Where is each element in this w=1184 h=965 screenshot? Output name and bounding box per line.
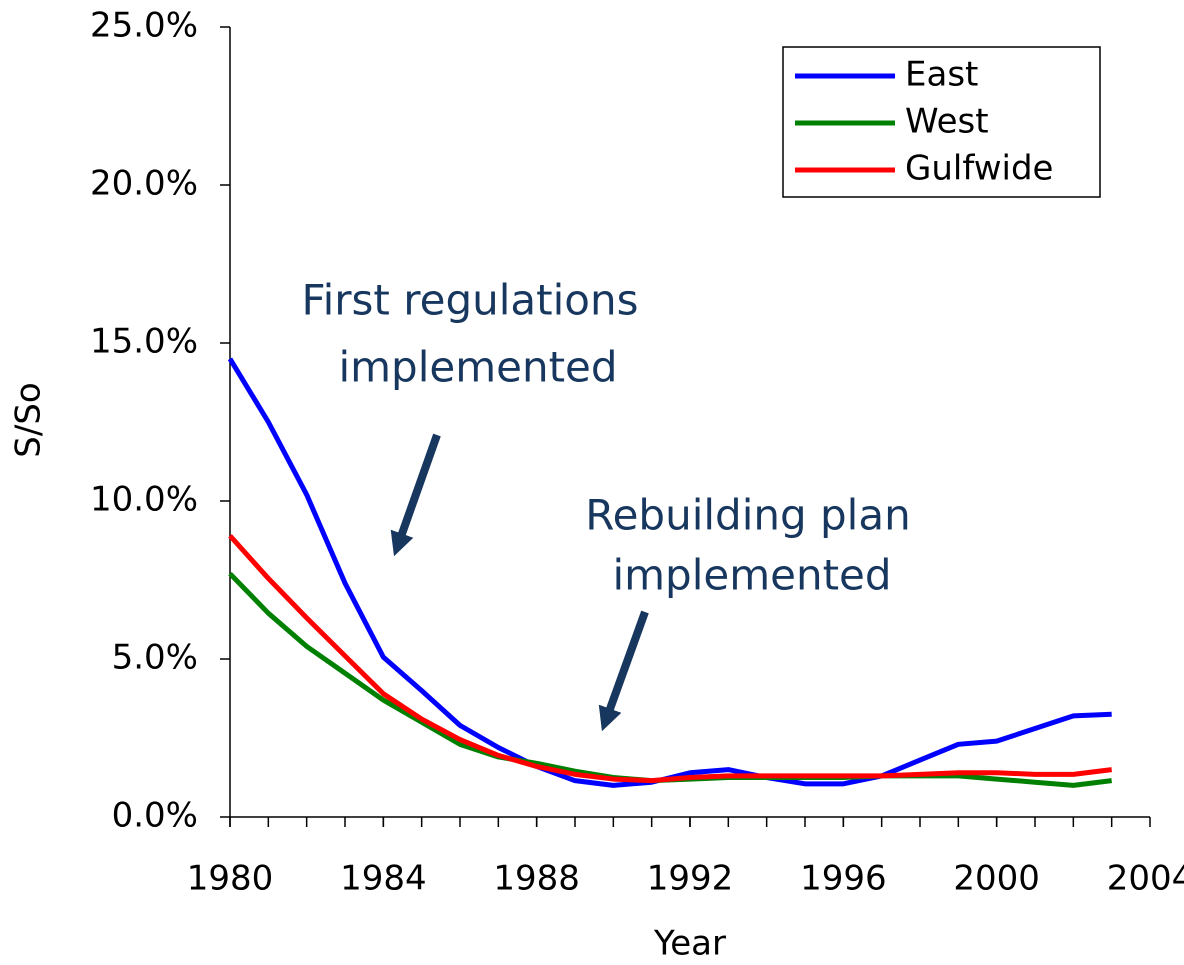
legend-label: West	[905, 102, 989, 142]
legend-label: Gulfwide	[905, 149, 1053, 189]
x-axis-label: Year	[653, 924, 726, 964]
y-tick-label: 25.0%	[90, 6, 198, 46]
annotation: Rebuilding plan	[585, 491, 910, 540]
x-tick-label: 1992	[647, 859, 734, 899]
annotation: First regulations	[302, 276, 639, 325]
arrow	[390, 433, 441, 557]
y-tick-label: 15.0%	[90, 322, 198, 362]
x-tick-label: 1980	[187, 859, 274, 899]
x-tick-label: 2000	[953, 859, 1040, 899]
y-tick-label: 5.0%	[112, 638, 198, 678]
x-tick-label: 1988	[493, 859, 580, 899]
line-series	[228, 571, 1112, 788]
y-axis-label: S/So	[9, 382, 49, 457]
line-series	[228, 534, 1112, 784]
arrow	[598, 610, 649, 732]
annotation: implemented	[338, 343, 617, 392]
y-tick-label: 20.0%	[90, 164, 198, 204]
annotation: implemented	[612, 551, 891, 600]
x-tick-label: 1984	[340, 859, 427, 899]
y-tick-label: 10.0%	[90, 480, 198, 520]
y-tick-label: 0.0%	[112, 796, 198, 836]
x-tick-label: 1996	[800, 859, 887, 899]
legend-label: East	[905, 55, 978, 95]
x-tick-label: 2004	[1107, 859, 1184, 899]
